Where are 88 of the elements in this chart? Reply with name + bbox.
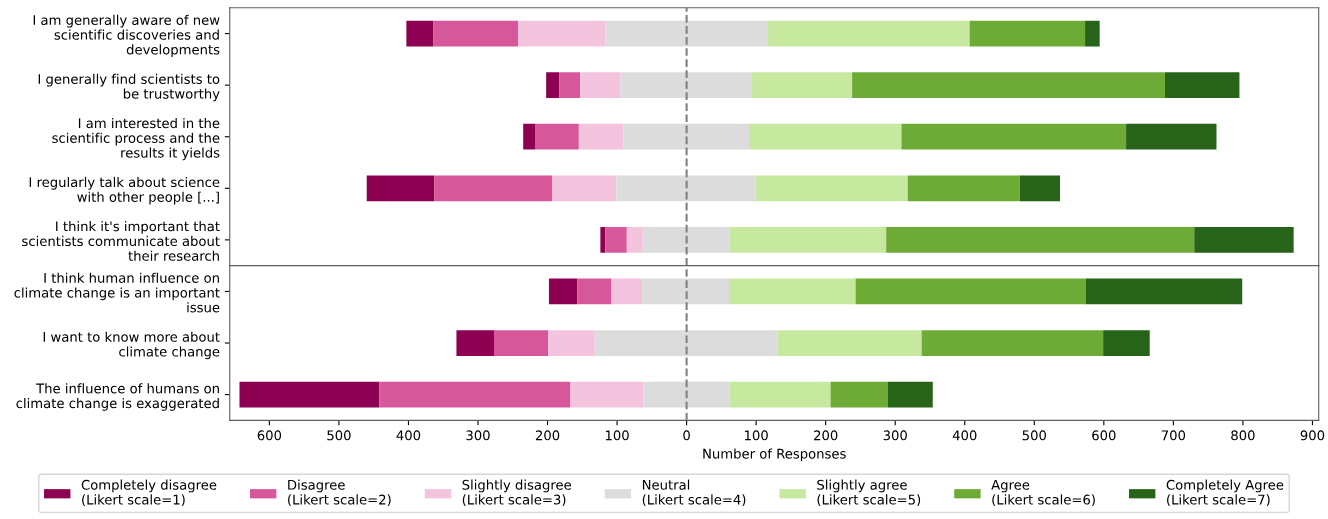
bar [751,72,853,99]
bar [969,20,1086,47]
x-tick-label: 200 [814,430,838,441]
legend-label: Slightly agree (Likert scale=5) [817,479,921,507]
bar [777,330,922,356]
y-tick-label: I generally find scientists to be trustworthy [38,73,220,102]
legend-label: Completely disagree (Likert scale=1) [81,479,217,507]
x-tick-label: 700 [1161,430,1186,441]
bar [1085,20,1100,47]
bar [1194,226,1294,253]
bar [523,123,536,150]
x-tick-label: 100 [605,430,629,441]
bar [379,381,571,408]
bar [594,330,778,356]
x-tick-label: 900 [1300,430,1325,441]
bar [546,72,560,99]
bar [366,175,435,202]
bar [729,278,856,305]
x-tick-label: 600 [1092,430,1116,441]
bar [907,175,1020,202]
x-tick-label: 200 [535,430,560,441]
bar [239,381,380,408]
bar [1126,123,1217,150]
bar [830,381,888,408]
x-tick-label: 0 [683,430,690,441]
bar [578,123,624,150]
y-tick-label: I am interested in the scientific process and the results it yields [52,117,220,161]
x-tick-label: 300 [466,430,490,441]
bar [570,381,644,408]
bar [535,123,579,150]
bar [886,226,1195,253]
bar [729,381,831,408]
bar [559,72,581,99]
bar [767,20,970,47]
x-axis-title: Number of Responses [703,448,846,462]
bar [605,226,627,253]
y-tick-label: I want to know more about climate change [43,331,220,360]
bar [921,330,1104,356]
y-tick-label: I think it's important that scientists communicate about their research [22,221,220,261]
x-tick-label: 100 [745,430,768,441]
x-tick-label: 800 [1231,430,1255,441]
x-tick-label: 300 [883,430,907,441]
legend-label: Completely Agree (Likert scale=7) [1166,479,1284,507]
bar [605,20,768,47]
bar [642,226,730,253]
bar [548,330,595,356]
bar [433,20,519,47]
bar [600,226,606,253]
x-tick-label: 400 [396,430,421,441]
bar [616,175,756,202]
legend-label: Agree (Likert scale=6) [991,479,1095,507]
bar [456,330,494,356]
bar [749,123,902,150]
bar [887,381,933,408]
bar [1019,175,1061,202]
bar [406,20,434,47]
bar [552,175,617,202]
x-tick-label: 600 [257,430,282,441]
legend-label: Slightly disagree (Likert scale=3) [462,479,571,507]
legend-label: Neutral (Likert scale=4) [642,479,746,507]
x-tick-label: 500 [327,430,351,441]
bar [493,330,549,356]
bar [620,72,752,99]
bar [580,72,621,99]
bar [1103,330,1150,356]
y-tick-label: I regularly talk about science with other people [...] [29,176,220,205]
bar [1085,278,1243,305]
bar [729,226,887,253]
bar [611,278,643,305]
bar [643,381,730,408]
y-tick-label: I think human influence on climate change is an important issue [14,272,220,313]
bar [434,175,553,202]
bar [755,175,908,202]
bar [855,278,1086,305]
bar [642,278,730,305]
legend-label: Disagree (Likert scale=2) [288,479,391,507]
bar [518,20,606,47]
bar [623,123,750,150]
x-tick-label: 500 [1022,430,1047,441]
bar [1165,72,1240,99]
bar [852,72,1166,99]
y-tick-label: The influence of humans on climate change is exaggerated [16,383,219,411]
bar [577,278,612,305]
y-tick-label: I am generally aware of new scientific discoveries and developments [33,14,220,58]
x-tick-label: 400 [952,430,977,441]
bar [626,226,643,253]
bar [901,123,1127,150]
bar [548,278,578,305]
